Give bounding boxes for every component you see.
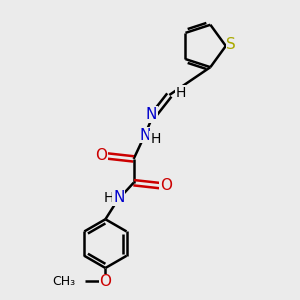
- Text: N: N: [113, 190, 124, 205]
- Text: CH₃: CH₃: [52, 275, 75, 288]
- Text: H: H: [104, 190, 114, 205]
- Text: N: N: [146, 107, 157, 122]
- Text: H: H: [150, 132, 161, 146]
- Text: H: H: [176, 85, 186, 100]
- Text: O: O: [96, 148, 108, 163]
- Text: O: O: [160, 178, 172, 193]
- Text: N: N: [140, 128, 151, 142]
- Text: S: S: [226, 37, 236, 52]
- Text: O: O: [99, 274, 111, 290]
